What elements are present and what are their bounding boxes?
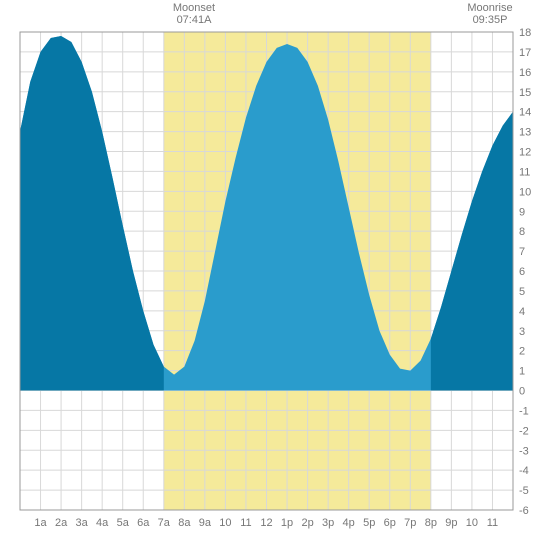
y-tick: 17 <box>519 47 531 59</box>
x-tick: 12 <box>260 517 272 529</box>
y-tick: -4 <box>519 465 529 477</box>
x-tick: 10 <box>219 517 231 529</box>
y-tick: 14 <box>519 107 531 119</box>
y-tick: 6 <box>519 266 525 278</box>
x-tick: 9a <box>199 517 212 529</box>
y-tick: 0 <box>519 386 525 398</box>
x-tick: 4a <box>96 517 109 529</box>
y-tick: -1 <box>519 405 529 417</box>
tide-chart: Moonset 07:41A Moonrise 09:35P 181716151… <box>0 0 550 550</box>
moonrise-title: Moonrise <box>467 2 512 14</box>
chart-svg: 1817161514131211109876543210-1-2-3-4-5-6… <box>0 0 550 550</box>
x-tick: 1a <box>34 517 47 529</box>
y-tick: 9 <box>519 206 525 218</box>
y-tick: -5 <box>519 485 529 497</box>
x-tick: 3p <box>322 517 334 529</box>
y-tick: 16 <box>519 67 531 79</box>
moonrise-time: 09:35P <box>460 14 520 26</box>
y-tick: 1 <box>519 366 525 378</box>
x-tick: 7a <box>158 517 171 529</box>
x-tick: 2p <box>301 517 313 529</box>
y-tick: -3 <box>519 445 529 457</box>
y-tick: 10 <box>519 186 531 198</box>
x-tick: 11 <box>487 517 498 529</box>
x-tick: 7p <box>404 517 416 529</box>
x-tick: 11 <box>240 517 251 529</box>
moonrise-label: Moonrise 09:35P <box>460 2 520 26</box>
y-tick: 13 <box>519 127 531 139</box>
x-tick: 6a <box>137 517 150 529</box>
y-tick: 5 <box>519 286 525 298</box>
y-tick: 15 <box>519 87 531 99</box>
x-tick: 8p <box>425 517 437 529</box>
y-tick: 4 <box>519 306 525 318</box>
y-tick: 2 <box>519 346 525 358</box>
x-tick: 5a <box>117 517 130 529</box>
x-tick: 6p <box>384 517 396 529</box>
y-tick: 11 <box>519 166 530 178</box>
y-tick: 8 <box>519 226 525 238</box>
moonset-label: Moonset 07:41A <box>164 2 224 26</box>
x-tick: 5p <box>363 517 375 529</box>
y-tick: 3 <box>519 326 525 338</box>
x-tick: 8a <box>178 517 191 529</box>
x-tick: 1p <box>281 517 293 529</box>
y-tick: 7 <box>519 246 525 258</box>
x-tick: 10 <box>466 517 478 529</box>
y-tick: -6 <box>519 505 529 517</box>
y-tick: 12 <box>519 147 531 159</box>
x-tick: 9p <box>445 517 457 529</box>
moonset-title: Moonset <box>173 2 215 14</box>
y-tick: 18 <box>519 27 531 39</box>
x-tick: 2a <box>55 517 68 529</box>
x-tick: 4p <box>343 517 355 529</box>
tide-area-night <box>20 36 164 391</box>
moonset-time: 07:41A <box>164 14 224 26</box>
x-tick: 3a <box>76 517 89 529</box>
y-tick: -2 <box>519 425 529 437</box>
